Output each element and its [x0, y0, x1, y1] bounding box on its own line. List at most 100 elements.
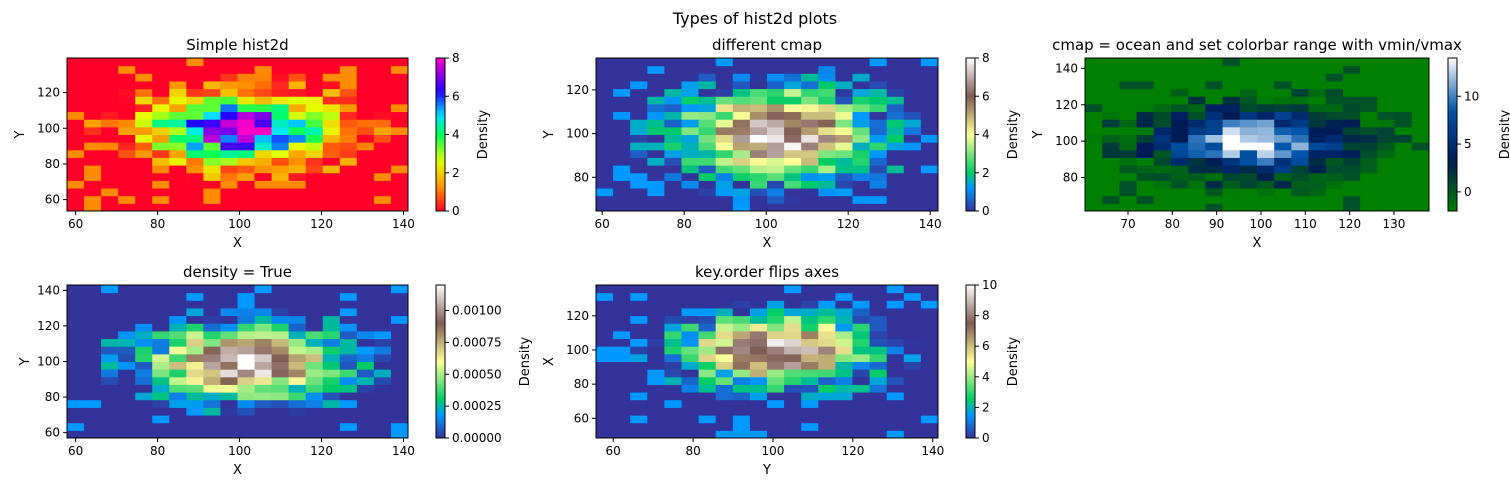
heatmap-cell: [135, 58, 153, 67]
heatmap-cell: [749, 323, 768, 332]
heatmap-cell: [1102, 88, 1120, 97]
heatmap-cell: [1343, 58, 1361, 67]
heatmap-cell: [118, 300, 136, 309]
heatmap-cell: [681, 415, 700, 424]
heatmap-cell: [373, 103, 392, 113]
heatmap-cell: [767, 292, 785, 301]
heatmap-cell: [1119, 103, 1138, 113]
heatmap-cell: [186, 203, 204, 212]
heatmap-cell: [835, 119, 853, 128]
heatmap-cell: [732, 134, 751, 143]
x-tick-label: 100: [228, 444, 251, 458]
heatmap-cell: [288, 134, 307, 143]
heatmap-cell: [254, 407, 273, 416]
heatmap-cell: [852, 407, 871, 416]
heatmap-cell: [271, 407, 290, 416]
heatmap-cell: [322, 292, 341, 301]
heatmap-cell: [339, 65, 358, 74]
heatmap-cell: [852, 361, 871, 370]
heatmap-cell: [101, 384, 119, 393]
heatmap-cell: [1394, 88, 1413, 97]
heatmap-cell: [664, 103, 682, 113]
heatmap-cell: [152, 188, 170, 197]
heatmap-cell: [152, 172, 170, 181]
heatmap-cell: [1360, 134, 1378, 143]
heatmap-cell: [886, 73, 905, 82]
heatmap-cell: [749, 165, 768, 174]
heatmap-cell: [613, 188, 631, 197]
heatmap-cell: [1205, 180, 1224, 189]
heatmap-cell: [254, 73, 273, 82]
y-tick-label: 100: [37, 355, 60, 369]
heatmap-cell: [152, 285, 170, 294]
heatmap-cell: [818, 111, 836, 120]
heatmap-cell: [852, 65, 871, 74]
heatmap-cell: [152, 353, 170, 362]
heatmap-cell: [1325, 80, 1344, 90]
heatmap-cell: [390, 376, 409, 385]
heatmap-cell: [647, 103, 665, 113]
heatmap-cell: [818, 188, 836, 197]
heatmap-cell: [869, 142, 888, 151]
heatmap-cell: [373, 149, 392, 158]
colorbar-label: Density: [1006, 109, 1021, 159]
heatmap-cell: [613, 96, 631, 105]
heatmap-cell: [886, 307, 905, 317]
heatmap-cell: [767, 180, 785, 189]
heatmap-cell: [1239, 188, 1258, 197]
heatmap-cell: [152, 338, 170, 347]
heatmap-cell: [1205, 172, 1224, 181]
heatmap-cell: [305, 149, 324, 158]
heatmap-cell: [630, 422, 648, 431]
heatmap-cell: [118, 330, 136, 340]
heatmap-cell: [903, 172, 922, 181]
heatmap-cell: [305, 58, 324, 67]
heatmap-cell: [613, 292, 631, 301]
heatmap-cell: [203, 142, 221, 151]
heatmap-cell: [749, 58, 768, 67]
heatmap-cell: [784, 58, 802, 67]
heatmap-cell: [869, 430, 888, 439]
heatmap-cell: [84, 292, 102, 301]
heatmap-cell: [869, 346, 888, 355]
heatmap-cell: [322, 353, 341, 362]
heatmap-cell: [852, 96, 871, 105]
heatmap-cell: [186, 58, 204, 67]
heatmap-cell: [237, 369, 256, 378]
heatmap-cell: [818, 315, 836, 324]
heatmap-cell: [732, 142, 751, 151]
heatmap-cell: [1085, 165, 1103, 174]
colorbar-tick-label: 0: [982, 204, 990, 218]
axes-frame: [595, 284, 939, 439]
heatmap-cell: [271, 126, 290, 135]
heatmap-cell: [1325, 165, 1344, 174]
figure-suptitle: Types of hist2d plots: [672, 9, 837, 28]
heatmap-cell: [1153, 195, 1172, 204]
heatmap-cell: [390, 338, 409, 347]
heatmap-cell: [390, 323, 409, 332]
heatmap-cell: [1308, 73, 1327, 82]
heatmap-cell: [84, 384, 102, 393]
heatmap-cell: [1360, 165, 1378, 174]
heatmap-cell: [118, 80, 136, 90]
heatmap-cell: [356, 80, 375, 90]
heatmap-cell: [1119, 149, 1138, 158]
heatmap-cell: [1257, 134, 1275, 143]
heatmap-cell: [749, 361, 768, 370]
heatmap-cell: [1119, 80, 1138, 90]
heatmap-cell: [852, 338, 871, 347]
heatmap-cell: [1119, 157, 1138, 166]
heatmap-cell: [1257, 172, 1275, 181]
heatmap-cell: [67, 346, 85, 355]
x-tick-label: 130: [1383, 217, 1406, 231]
heatmap-cell: [1188, 157, 1206, 166]
heatmap-cell: [220, 111, 238, 120]
heatmap-cell: [647, 149, 665, 158]
heatmap-cell: [681, 180, 700, 189]
heatmap-cell: [356, 346, 375, 355]
heatmap-cell: [390, 126, 409, 135]
heatmap-cell: [852, 134, 871, 143]
heatmap-cell: [390, 172, 409, 181]
heatmap-cell: [1394, 126, 1413, 135]
heatmap-cell: [613, 172, 631, 181]
